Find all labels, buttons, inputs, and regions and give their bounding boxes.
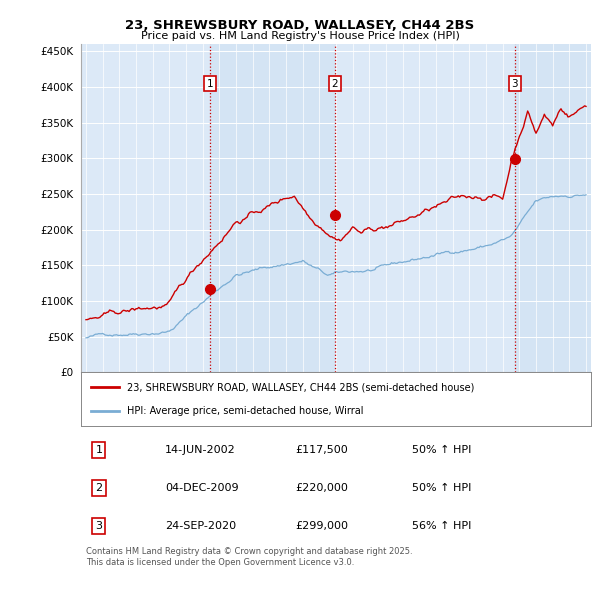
Text: 3: 3: [512, 78, 518, 88]
Bar: [86, 44, 210, 372]
Text: Contains HM Land Registry data © Crown copyright and database right 2025.
This d: Contains HM Land Registry data © Crown c…: [86, 548, 413, 566]
Text: 1: 1: [207, 78, 214, 88]
Text: HPI: Average price, semi-detached house, Wirral: HPI: Average price, semi-detached house,…: [127, 406, 364, 416]
Bar: [515, 44, 595, 372]
Text: 14-JUN-2002: 14-JUN-2002: [165, 445, 236, 455]
Text: £117,500: £117,500: [295, 445, 348, 455]
Text: 23, SHREWSBURY ROAD, WALLASEY, CH44 2BS: 23, SHREWSBURY ROAD, WALLASEY, CH44 2BS: [125, 19, 475, 32]
Bar: [335, 44, 515, 372]
Text: 2: 2: [95, 483, 103, 493]
Text: 56% ↑ HPI: 56% ↑ HPI: [413, 521, 472, 531]
Text: £299,000: £299,000: [295, 521, 348, 531]
Text: 24-SEP-2020: 24-SEP-2020: [165, 521, 236, 531]
Text: Price paid vs. HM Land Registry's House Price Index (HPI): Price paid vs. HM Land Registry's House …: [140, 31, 460, 41]
Text: 1: 1: [95, 445, 103, 455]
Bar: [210, 44, 335, 372]
Text: 50% ↑ HPI: 50% ↑ HPI: [413, 445, 472, 455]
Text: 3: 3: [95, 521, 103, 531]
Text: 50% ↑ HPI: 50% ↑ HPI: [413, 483, 472, 493]
Text: 23, SHREWSBURY ROAD, WALLASEY, CH44 2BS (semi-detached house): 23, SHREWSBURY ROAD, WALLASEY, CH44 2BS …: [127, 382, 474, 392]
Text: 2: 2: [331, 78, 338, 88]
Text: £220,000: £220,000: [295, 483, 348, 493]
Text: 04-DEC-2009: 04-DEC-2009: [165, 483, 239, 493]
